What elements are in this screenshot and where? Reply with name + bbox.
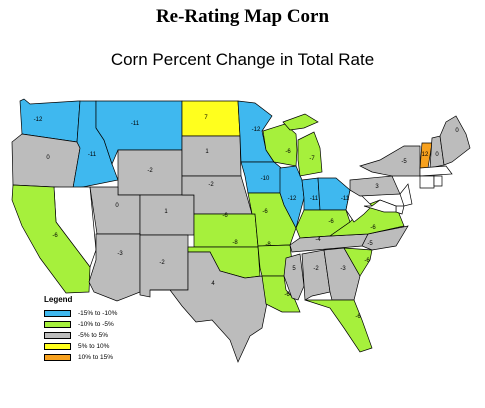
legend-swatch (44, 354, 71, 361)
state-label-ok: -8 (232, 240, 238, 246)
legend-label: 10% to 15% (78, 354, 114, 361)
state-label-nd: 7 (204, 115, 208, 121)
legend-item: -15% to -10% (44, 308, 117, 319)
state-label-id: -11 (88, 152, 97, 158)
legend-label: 5% to 10% (78, 343, 110, 350)
state-label-tx: 4 (211, 281, 215, 287)
state-label-oh: -11 (341, 196, 350, 202)
legend-item: 5% to 10% (44, 341, 117, 352)
state-in (301, 177, 321, 211)
state-label-la: -6 (284, 292, 290, 298)
state-label-ca: -6 (52, 233, 58, 239)
legend: Legend -15% to -10% -10% to -5% -5% to 5% 5… (44, 295, 117, 363)
state-label-nc: -5 (367, 241, 373, 247)
state-label-ne: -2 (208, 182, 214, 188)
legend-swatch (44, 332, 71, 339)
state-nd (181, 100, 241, 137)
legend-label: -10% to -5% (78, 321, 114, 328)
legend-swatch (44, 310, 71, 317)
state-label-mi: -7 (309, 156, 315, 162)
state-label-ny: -5 (401, 159, 407, 165)
map-title: Re-Rating Map Corn (155, 6, 330, 27)
legend-title: Legend (44, 295, 73, 304)
state-label-in: -11 (310, 196, 319, 202)
state-me (439, 115, 471, 166)
state-sc (343, 247, 373, 277)
state-pa (349, 175, 401, 197)
state-az (88, 233, 141, 302)
state-co (139, 194, 195, 236)
state-label-wy: -2 (147, 168, 153, 174)
state-ca (11, 184, 91, 294)
legend-swatch (44, 321, 71, 328)
state-label-va: -6 (370, 225, 376, 231)
legend-swatch (44, 343, 71, 350)
state-label-vt: 12 (422, 152, 429, 158)
state-label-nm: -2 (159, 260, 165, 266)
state-label-az: -3 (117, 251, 123, 257)
state-tx (150, 251, 269, 363)
legend-items: -15% to -10% -10% to -5% -5% to 5% 5% to 10… (44, 308, 117, 363)
state-ct (419, 175, 435, 189)
state-label-ms: 5 (292, 266, 296, 272)
state-label-sc: -6 (364, 258, 370, 264)
state-label-il: -12 (288, 196, 297, 202)
state-label-ky: -6 (328, 219, 334, 225)
state-nc (361, 225, 409, 251)
legend-item: -10% to -5% (44, 319, 117, 330)
state-ny (359, 145, 421, 177)
state-label-wi: -6 (285, 149, 291, 155)
state-la (261, 275, 301, 313)
state-md (363, 199, 397, 213)
state-label-me: 0 (455, 128, 459, 134)
state-label-ar: -8 (265, 242, 271, 248)
state-fl (304, 299, 373, 353)
state-nj (399, 183, 413, 207)
state-label-mn: -12 (252, 127, 261, 133)
state-label-ga: -3 (340, 266, 346, 272)
state-label-mt: -11 (131, 121, 140, 127)
state-il (279, 165, 305, 229)
legend-label: -5% to 5% (78, 332, 108, 339)
state-label-ia: -10 (261, 176, 270, 182)
state-oh (317, 177, 351, 211)
state-label-nh: 0 (435, 152, 439, 158)
state-label-ut: 0 (115, 203, 119, 209)
state-nm (139, 234, 189, 298)
state-label-sd: 1 (205, 149, 209, 155)
state-ma (419, 165, 453, 177)
legend-item: 10% to 15% (44, 352, 117, 363)
state-ri (433, 175, 443, 187)
map-subtitle: Corn Percent Change in Total Rate (110, 50, 375, 69)
state-al (301, 249, 331, 301)
state-mi (282, 113, 323, 177)
state-label-co: 1 (164, 209, 168, 215)
state-label-ks: -6 (222, 213, 228, 219)
state-sd (181, 135, 242, 177)
legend-label: -15% to -10% (78, 310, 118, 317)
state-label-al: -2 (313, 266, 319, 272)
state-label-or: 0 (46, 155, 50, 161)
legend-item: -5% to 5% (44, 330, 117, 341)
state-label-tn: -4 (315, 237, 321, 243)
state-label-pa: 3 (375, 184, 379, 190)
state-or (11, 133, 81, 189)
state-label-fl: -6 (355, 314, 361, 320)
state-label-wa: -12 (34, 117, 43, 123)
state-label-mo: -6 (262, 209, 268, 215)
